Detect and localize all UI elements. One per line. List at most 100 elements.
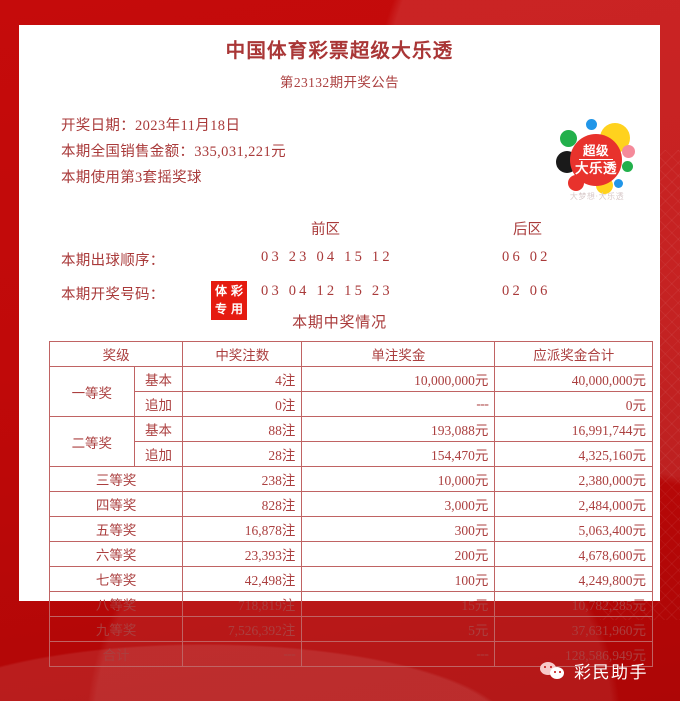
prize-count-cell: 7,526,392注 <box>182 616 303 642</box>
daletou-logo: 超级 大乐透 大梦想·大乐透 <box>552 117 642 209</box>
prize-total-cell: 16,991,744元 <box>494 416 653 442</box>
prize-level-cell: 三等奖 <box>48 466 184 492</box>
table-row: 八等奖 718,819注 15元 10,782,285元 <box>48 591 653 617</box>
prize-single-cell: 15元 <box>301 591 496 617</box>
draw-date-line: 开奖日期：2023年11月18日 <box>61 113 286 139</box>
logo-divider <box>579 158 613 161</box>
table-row: 追加 0注 --- 0元 <box>50 391 653 417</box>
table-row-total: 合计 --- --- 128,586,949元 <box>48 641 653 667</box>
prize-level-cell: 八等奖 <box>48 591 184 617</box>
prize-table-head: 奖级 中奖注数 单注奖金 应派奖金合计 <box>48 341 653 367</box>
prize-total-cell: 0元 <box>494 391 653 417</box>
prize-count-cell: 238注 <box>182 466 303 492</box>
table-row: 五等奖 16,878注 300元 5,063,400元 <box>48 516 653 542</box>
official-seal-stamp: 体 彩 专 用 <box>211 281 247 320</box>
table-row: 一等奖 基本 4注 10,000,000元 40,000,000元 <box>49 366 653 417</box>
prize-count-cell: 16,878注 <box>182 516 303 542</box>
logo-text-line2: 大乐透 <box>575 160 617 176</box>
logo-dot-green-right <box>622 161 633 172</box>
logo-dot-pink-right <box>622 145 635 158</box>
ball-order-front-numbers: 03 23 04 15 12 <box>261 249 393 265</box>
prize-single-cell: 200元 <box>301 541 496 567</box>
prize-count-cell: 828注 <box>182 491 303 517</box>
prize-level-cell: 二等奖 <box>49 416 135 467</box>
winning-numbers-row: 本期开奖号码： 03 04 12 15 23 02 06 <box>19 283 660 305</box>
prize-single-cell: 300元 <box>301 516 496 542</box>
prize-single-cell: 10,000,000元 <box>301 366 496 392</box>
logo-core: 超级 大乐透 <box>570 134 622 186</box>
prize-count-cell: 4注 <box>182 366 303 392</box>
header-single-prize: 单注奖金 <box>301 341 496 367</box>
prize-count-cell: 23,393注 <box>182 541 303 567</box>
table-row: 四等奖 828注 3,000元 2,484,000元 <box>48 491 653 517</box>
prize-single-cell: 193,088元 <box>301 416 496 442</box>
prize-level-cell: 四等奖 <box>48 491 184 517</box>
draw-date-label: 开奖日期： <box>61 118 135 134</box>
seal-char-3: 专 <box>214 301 227 316</box>
ball-order-label: 本期出球顺序： <box>61 253 165 269</box>
prize-table: 奖级 中奖注数 单注奖金 应派奖金合计 一等奖 基本 4注 10,000,000… <box>48 341 653 667</box>
prize-total-cell: 10,782,285元 <box>494 591 653 617</box>
prize-subtype-cell: 追加 <box>133 441 184 467</box>
prize-count-cell: 88注 <box>182 416 303 442</box>
prize-single-cell: 3,000元 <box>301 491 496 517</box>
prize-count-cell: 28注 <box>182 441 303 467</box>
prize-total-cell: 128,586,949元 <box>494 641 653 667</box>
sales-amount-label: 本期全国销售金额： <box>61 144 195 160</box>
table-row: 七等奖 42,498注 100元 4,249,800元 <box>48 566 653 592</box>
prize-count-cell: --- <box>182 641 303 667</box>
prize-total-cell: 2,484,000元 <box>494 491 653 517</box>
sales-amount-value: 335,031,221元 <box>194 144 287 160</box>
draw-info-block: 开奖日期：2023年11月18日 本期全国销售金额：335,031,221元 本… <box>61 113 286 191</box>
table-row: 三等奖 238注 10,000元 2,380,000元 <box>48 466 653 492</box>
ball-order-back-numbers: 06 02 <box>502 249 551 265</box>
prize-single-cell: --- <box>301 641 496 667</box>
zone-back-label: 后区 <box>513 222 542 238</box>
prize-table-body: 一等奖 基本 4注 10,000,000元 40,000,000元 追加 0注 … <box>48 366 653 667</box>
prize-total-cell: 4,325,160元 <box>494 441 653 467</box>
winning-numbers-front: 03 04 12 15 23 <box>261 283 393 299</box>
logo-dot-blue-bottom <box>614 179 623 188</box>
header-winning-count: 中奖注数 <box>182 341 303 367</box>
winning-numbers-label: 本期开奖号码： <box>61 287 165 303</box>
seal-char-2: 彩 <box>230 284 243 298</box>
announcement-card: 中国体育彩票超级大乐透 第23132期开奖公告 开奖日期：2023年11月18日… <box>19 25 660 667</box>
logo-tagline: 大梦想·大乐透 <box>569 192 625 201</box>
prize-count-cell: 0注 <box>182 391 303 417</box>
sales-amount-line: 本期全国销售金额：335,031,221元 <box>61 139 286 165</box>
footer-account: 彩民助手 <box>0 658 680 683</box>
prize-total-cell: 4,678,600元 <box>494 541 653 567</box>
winning-numbers-back: 02 06 <box>502 283 551 299</box>
prize-level-cell: 一等奖 <box>49 366 135 417</box>
draw-date-value: 2023年11月18日 <box>135 118 241 134</box>
table-row: 九等奖 7,526,392注 5元 37,631,960元 <box>48 616 653 642</box>
prize-subtype-cell: 基本 <box>133 366 184 392</box>
prize-subtype-cell: 追加 <box>133 391 184 417</box>
wechat-icon <box>540 661 566 680</box>
prize-subtype-cell: 基本 <box>133 416 184 442</box>
prize-level-cell: 九等奖 <box>48 616 184 642</box>
logo-text-line1: 超级 <box>582 143 609 158</box>
logo-dot-green-left <box>560 130 577 147</box>
table-row: 二等奖 基本 88注 193,088元 16,991,744元 <box>49 416 653 467</box>
page-title: 中国体育彩票超级大乐透 <box>225 41 454 62</box>
footer-account-name: 彩民助手 <box>574 663 648 682</box>
prize-single-cell: --- <box>301 391 496 417</box>
prize-single-cell: 100元 <box>301 566 496 592</box>
logo-dot-blue-top <box>586 119 597 130</box>
seal-char-4: 用 <box>230 301 243 316</box>
prize-total-cell: 4,249,800元 <box>494 566 653 592</box>
prize-total-cell: 2,380,000元 <box>494 466 653 492</box>
prize-total-cell: 40,000,000元 <box>494 366 653 392</box>
prize-count-cell: 42,498注 <box>182 566 303 592</box>
prize-single-cell: 10,000元 <box>301 466 496 492</box>
header-prize-level: 奖级 <box>48 341 184 367</box>
page-subtitle: 第23132期开奖公告 <box>279 75 400 90</box>
prize-level-cell: 合计 <box>48 641 184 667</box>
seal-char-1: 体 <box>214 284 227 298</box>
ball-order-row: 本期出球顺序： 03 23 04 15 12 06 02 <box>19 249 660 271</box>
table-row: 追加 28注 154,470元 4,325,160元 <box>50 441 653 467</box>
ball-set-line: 本期使用第3套摇奖球 <box>61 170 202 186</box>
prize-total-cell: 37,631,960元 <box>494 616 653 642</box>
prize-table-header-row: 奖级 中奖注数 单注奖金 应派奖金合计 <box>48 341 653 367</box>
